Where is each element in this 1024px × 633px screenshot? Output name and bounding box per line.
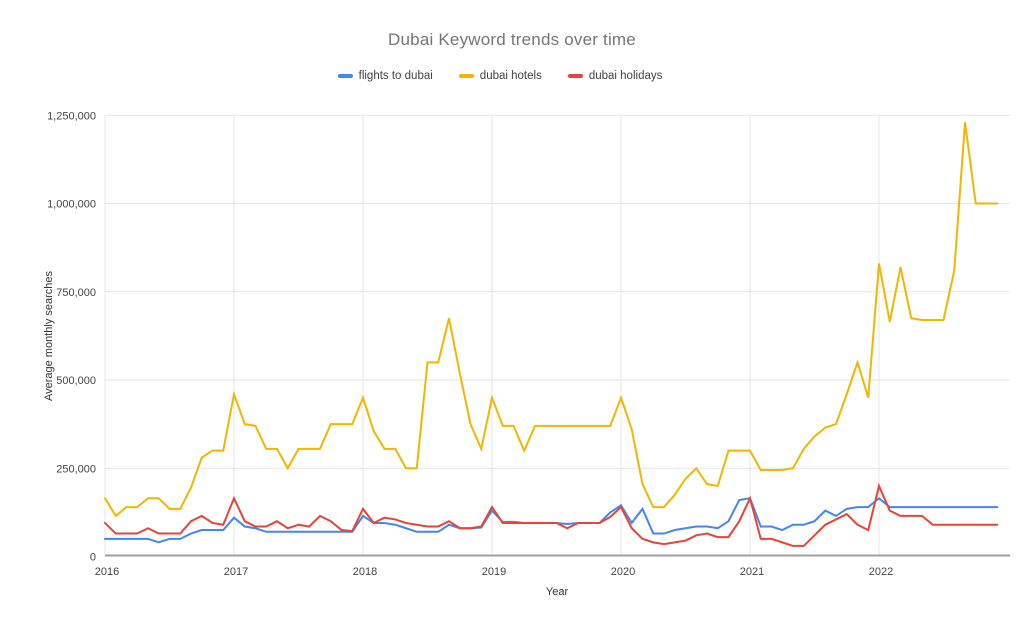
tick-labels: 0 250,000 500,000 750,000 1,000,000 1,250,000… bbox=[47, 110, 893, 578]
y-tick-label: 1,250,000 bbox=[47, 110, 96, 122]
series-line-dubai-hotels bbox=[104, 122, 999, 518]
x-tick-label: 2019 bbox=[482, 566, 506, 578]
legend-swatch-icon bbox=[337, 74, 353, 78]
series-line-flights-to-dubai bbox=[104, 496, 999, 544]
legend-swatch-icon bbox=[458, 74, 474, 78]
legend-item-dubai-hotels: dubai hotels bbox=[458, 70, 542, 82]
legend-item-flights-to-dubai: flights to dubai bbox=[337, 70, 433, 82]
legend-item-dubai-holidays: dubai holidays bbox=[567, 70, 663, 82]
y-tick-label: 0 bbox=[90, 552, 96, 564]
x-tick-label: 2022 bbox=[869, 566, 893, 578]
chart-title: Dubai Keyword trends over time bbox=[388, 30, 636, 49]
x-tick-label: 2021 bbox=[740, 566, 764, 578]
legend-swatch-icon bbox=[567, 74, 583, 78]
y-tick-label: 750,000 bbox=[56, 287, 96, 299]
x-tick-label: 2018 bbox=[353, 566, 377, 578]
x-tick-label: 2017 bbox=[224, 566, 248, 578]
x-tick-label: 2016 bbox=[95, 566, 119, 578]
legend-label: dubai holidays bbox=[588, 70, 663, 82]
legend-label: flights to dubai bbox=[358, 70, 433, 82]
legend-label: dubai hotels bbox=[479, 70, 542, 82]
y-axis-title: Average monthly searches bbox=[43, 270, 55, 402]
x-axis-title: Year bbox=[545, 586, 569, 598]
series-line-dubai-holidays bbox=[104, 482, 999, 547]
gridlines bbox=[104, 114, 1010, 557]
y-tick-label: 500,000 bbox=[56, 375, 96, 387]
series-lines bbox=[104, 122, 999, 547]
y-tick-label: 1,000,000 bbox=[47, 199, 96, 211]
x-tick-label: 2020 bbox=[611, 566, 635, 578]
chart-legend: flights to dubai dubai hotels dubai holida… bbox=[0, 70, 1000, 82]
y-tick-label: 250,000 bbox=[56, 463, 96, 475]
